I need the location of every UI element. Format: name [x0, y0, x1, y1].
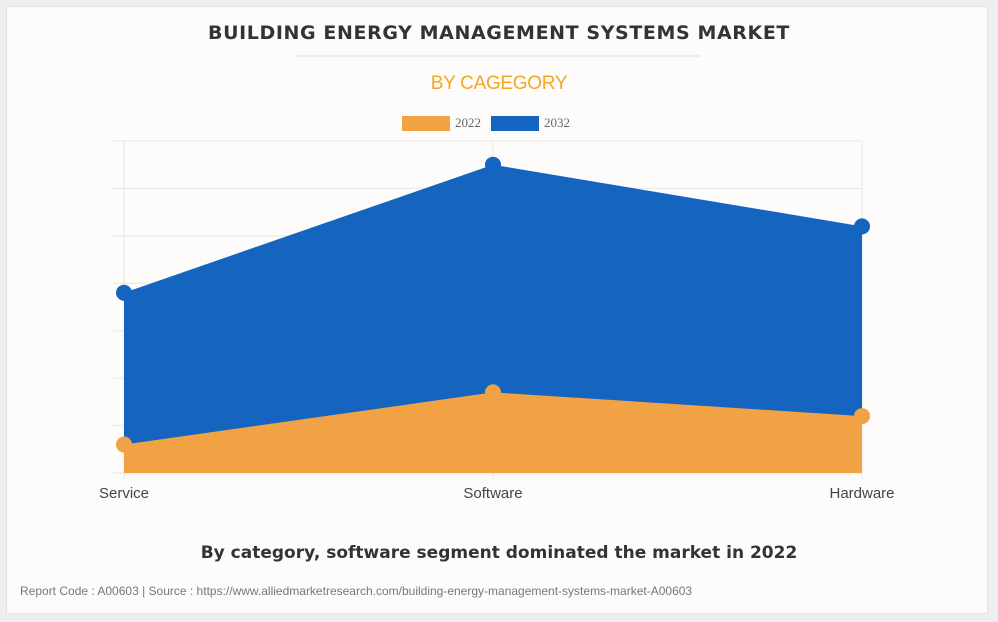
x-tick-label: Software [463, 485, 522, 502]
data-point-2022-hardware[interactable] [854, 408, 870, 425]
data-point-2032-service[interactable] [116, 284, 132, 301]
legend-label-2022: 2022 [455, 115, 481, 130]
data-point-2032-software[interactable] [485, 156, 501, 173]
x-tick-label: Service [99, 485, 149, 502]
chart-title: BUILDING ENERGY MANAGEMENT SYSTEMS MARKE… [207, 22, 790, 44]
area-series-2032 [124, 164, 862, 473]
legend-label-2032: 2032 [544, 115, 570, 130]
legend: 2022 2032 [402, 115, 580, 131]
data-points [116, 156, 870, 453]
x-axis-labels: Service Software Hardware [99, 485, 895, 502]
chart-caption: By category, software segment dominated … [200, 543, 798, 563]
data-point-2022-service[interactable] [116, 436, 132, 453]
legend-swatch-2022 [402, 115, 450, 131]
area-series [124, 164, 862, 473]
title-divider [296, 55, 700, 57]
x-tick-label: Hardware [829, 485, 894, 502]
chart-subtitle: BY CAGEGORY [430, 73, 568, 94]
legend-swatch-2032 [491, 115, 539, 131]
data-point-2022-software[interactable] [485, 384, 501, 401]
source-footer: Report Code : A00603 | Source : https://… [20, 584, 693, 598]
data-point-2032-hardware[interactable] [854, 218, 870, 235]
area-chart: Service Software Hardware [99, 140, 895, 502]
area-series-2022 [124, 392, 862, 473]
